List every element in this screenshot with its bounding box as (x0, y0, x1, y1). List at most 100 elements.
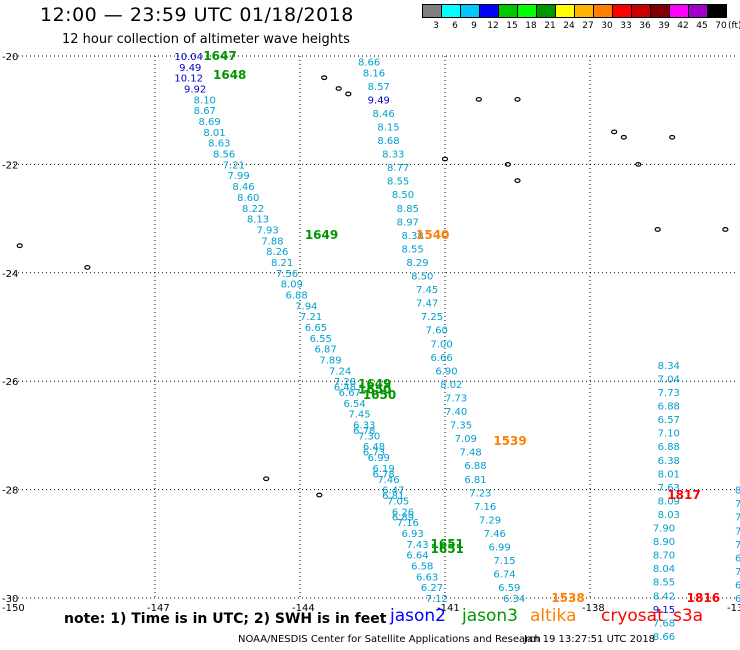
wave-height-value: 7.00 (431, 339, 453, 350)
wave-height-value: 7.73 (658, 388, 680, 399)
wave-height-value: 8.22 (242, 204, 264, 215)
wave-height-value: 7.09 (455, 434, 477, 445)
wave-height-value: 8.10 (194, 95, 216, 106)
legend-label: 33 (620, 21, 632, 31)
legend-label: 6 (452, 21, 458, 31)
wave-height-value: 8.29 (406, 258, 428, 269)
wave-height-value: 6.67 (339, 388, 361, 399)
wave-height-value: 6.74 (493, 570, 515, 581)
wave-height-value: 8.50 (411, 272, 433, 283)
wave-height-value: 8.01 (203, 128, 225, 139)
credit-line: NOAA/NESDIS Center for Satellite Applica… (238, 634, 541, 645)
island-outline (345, 91, 352, 97)
lon-tick-label: -147 (147, 603, 170, 614)
wave-height-value: 8.66 (358, 57, 380, 68)
island-outline (514, 178, 521, 184)
wave-height-value: 7.47 (416, 299, 438, 310)
satellite-s3a: s3a (673, 606, 704, 626)
wave-height-value: 8.70 (653, 551, 675, 562)
wave-height-value: 6.38 (658, 456, 680, 467)
wave-height-value: 8.77 (387, 163, 409, 174)
wave-height-value: 8.66 (653, 632, 675, 643)
wave-height-value: 8.57 (368, 82, 390, 93)
wave-height-value: 7.04 (658, 374, 680, 385)
island-outline (16, 243, 23, 249)
wave-height-value: 8.46 (373, 109, 395, 120)
wave-height-value: 7.60 (426, 326, 448, 337)
wave-height-value: 6.90 (435, 366, 457, 377)
wave-height-value: 7.25 (421, 312, 443, 323)
wave-height-value: 6.57 (658, 415, 680, 426)
legend-label: 27 (582, 21, 594, 31)
wave-height-value: 8.01 (658, 469, 680, 480)
legend-swatch (707, 4, 727, 18)
wave-height-value: 8.38 (402, 231, 424, 242)
wave-height-value: 7.48 (460, 448, 482, 459)
wave-height-value: 8.50 (392, 190, 414, 201)
wave-height-value: 7.21 (300, 312, 322, 323)
wave-height-value: 8.09 (281, 280, 303, 291)
pass-time-label: 1538 (551, 591, 584, 605)
wave-height-value: 7.46 (377, 475, 399, 486)
lat-tick-label: -24 (2, 269, 18, 280)
pass-time-label: 1650 (363, 388, 396, 402)
wave-height-value: 6.99 (489, 543, 511, 554)
wave-height-value: 7.28 (334, 377, 356, 388)
lon-tick-label: -141 (437, 603, 460, 614)
wave-height-value: 6.26 (392, 507, 414, 518)
satellite-cryosat: cryosat (601, 606, 664, 626)
island-outline (441, 156, 449, 162)
legend-label: 30 (601, 21, 613, 31)
wave-height-value: 7.45 (416, 285, 438, 296)
wave-height-value: 6.89 (392, 513, 414, 524)
wave-height-value: 7.93 (257, 225, 279, 236)
wave-height-value: 8.21 (271, 258, 293, 269)
wave-height-value: 8.09 (658, 496, 680, 507)
legend-label: 15 (506, 21, 518, 31)
island-outline (84, 264, 91, 270)
satellite-jason3: jason3 (462, 606, 518, 626)
wave-height-value: 6.88 (464, 461, 486, 472)
lat-tick-label: -22 (2, 160, 18, 171)
wave-height-value: 6.48 (363, 442, 385, 453)
lat-tick-label: -20 (2, 52, 18, 63)
wave-height-value: 7.80 (735, 567, 740, 578)
wave-height-value: 6.88 (658, 442, 680, 453)
wave-height-value: 7.16 (474, 502, 496, 513)
wave-height-value: 6.78 (373, 469, 395, 480)
wave-height-value: 7.30 (358, 431, 380, 442)
legend-label: 70 (715, 21, 727, 31)
wave-height-value: 8.68 (377, 136, 399, 147)
wave-height-value: 7.21 (223, 160, 245, 171)
wave-height-value: 8.55 (653, 578, 675, 589)
wave-height-value: 7.94 (295, 301, 317, 312)
wave-height-value: 8.97 (397, 217, 419, 228)
legend-label: 9 (471, 21, 477, 31)
wave-height-value: 7.73 (445, 393, 467, 404)
wave-height-value: 6.81 (464, 475, 486, 486)
wave-height-value: 8.33 (382, 150, 404, 161)
wave-height-value: 10.12 (174, 74, 203, 85)
island-outline (316, 492, 323, 498)
wave-height-value: 8.63 (208, 139, 230, 150)
island-outline (475, 96, 482, 102)
wave-height-value: 8.04 (653, 564, 675, 575)
lon-tick-label: -150 (2, 603, 25, 614)
wave-height-value: 7.40 (445, 407, 467, 418)
wave-height-value: 7.88 (261, 236, 283, 247)
wave-height-value: 8.16 (363, 68, 385, 79)
wave-height-value: 7.45 (348, 410, 370, 421)
wave-height-value: 9.15 (653, 605, 675, 616)
wave-height-value: 7.99 (228, 171, 250, 182)
wave-height-value: 6.63 (416, 572, 438, 583)
pass-time-label: 1539 (493, 434, 526, 448)
lon-tick-label: -138 (582, 603, 605, 614)
legend-label: 12 (487, 21, 499, 31)
wave-height-value: 8.55 (387, 177, 409, 188)
wave-height-value: 8 (735, 486, 740, 497)
pass-time-label: 1816 (687, 591, 720, 605)
lon-tick-label: -144 (292, 603, 315, 614)
wave-height-value: 6.7 (735, 553, 740, 564)
